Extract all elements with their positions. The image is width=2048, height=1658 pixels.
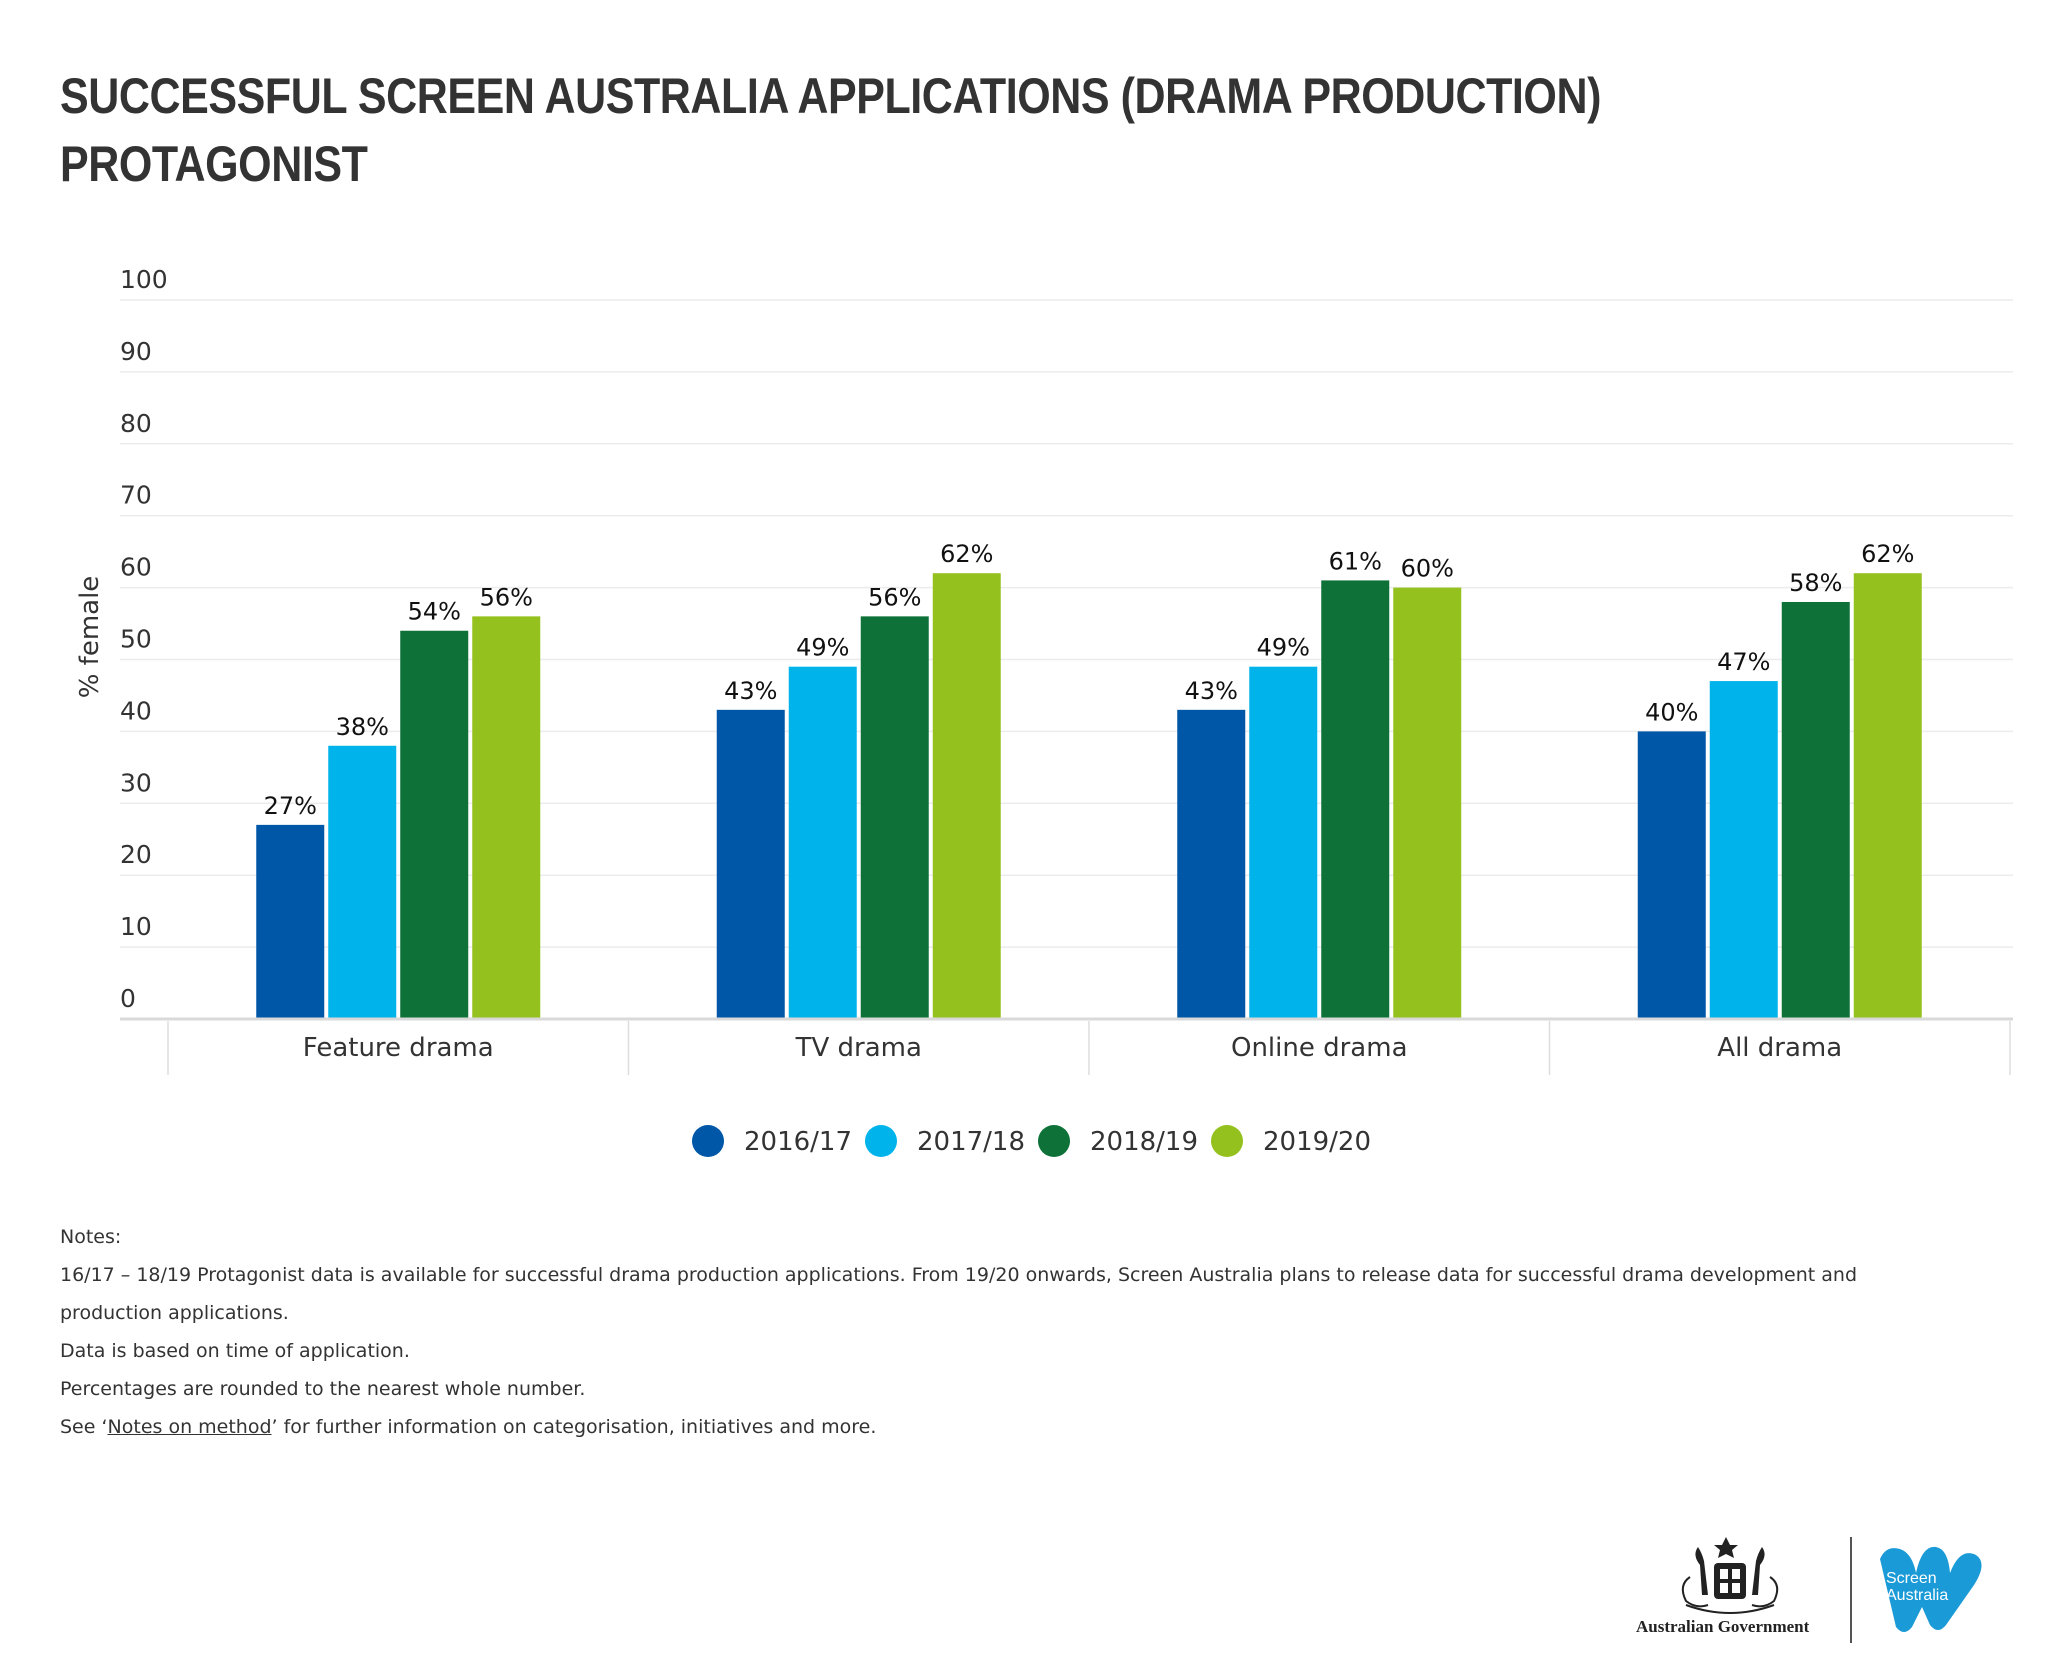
sa-wordmark-line-1: Screen [1886, 1570, 1937, 1587]
legend-swatch [1038, 1125, 1070, 1157]
bar [1709, 681, 1778, 1019]
y-tick-label: 70 [120, 481, 152, 510]
note-line-2: Data is based on time of application. [60, 1340, 410, 1362]
y-tick-label: 20 [120, 840, 152, 869]
bar [1853, 573, 1922, 1019]
bar-value-label: 62% [940, 540, 993, 568]
bar [1393, 587, 1462, 1019]
bar [472, 616, 541, 1019]
bar-value-label: 43% [724, 677, 777, 705]
bar-value-label: 61% [1329, 547, 1382, 575]
bar [932, 573, 1001, 1019]
bar-value-label: 47% [1717, 648, 1770, 676]
bar-value-label: 49% [796, 634, 849, 662]
bar-value-label: 56% [868, 583, 921, 611]
bar [400, 630, 469, 1019]
y-tick-label: 0 [120, 984, 136, 1013]
legend: 2016/17 2017/18 2018/19 2019/20 [692, 1125, 1371, 1157]
chart-title: SUCCESSFUL SCREEN AUSTRALIA APPLICATIONS… [60, 62, 1601, 198]
y-tick-label: 80 [120, 409, 152, 438]
bar-value-label: 49% [1257, 634, 1310, 662]
notes: Notes: 16/17 – 18/19 Protagonist data is… [60, 1218, 1960, 1446]
title-line-2: PROTAGONIST [60, 136, 368, 192]
bar-value-label: 43% [1185, 677, 1238, 705]
australian-government-name: Australian Government [1636, 1617, 1810, 1636]
bar [1321, 580, 1390, 1019]
bar [1637, 731, 1706, 1019]
bar [1781, 601, 1850, 1019]
legend-swatch [1211, 1125, 1243, 1157]
legend-swatch [692, 1125, 724, 1157]
legend-label: 2018/19 [1090, 1127, 1198, 1157]
y-axis-ticks: 0 10 20 30 40 50 60 70 80 90 100 [120, 265, 168, 1013]
bar-value-label: 60% [1401, 555, 1454, 583]
x-tick-label: Online drama [1231, 1033, 1408, 1063]
y-tick-label: 50 [120, 625, 152, 654]
legend-label: 2016/17 [744, 1127, 852, 1157]
y-tick-label: 60 [120, 553, 152, 582]
title-line-1: SUCCESSFUL SCREEN AUSTRALIA APPLICATIONS… [60, 68, 1601, 124]
legend-swatch [865, 1125, 897, 1157]
x-axis: Feature drama TV drama Online drama All dra… [120, 1017, 2013, 1075]
bar-value-label: 40% [1645, 698, 1698, 726]
note-line-1: 16/17 – 18/19 Protagonist data is availa… [60, 1264, 1858, 1324]
legend-label: 2019/20 [1263, 1127, 1371, 1157]
bar-chart: 0 10 20 30 40 50 60 70 80 90 100 % female 27% 38% 54… [75, 265, 2013, 1157]
australian-government-crest-icon [1681, 1537, 1779, 1614]
x-tick-label: TV drama [795, 1033, 922, 1063]
bar-value-label: 27% [264, 792, 317, 820]
x-tick-label: All drama [1717, 1033, 1842, 1063]
note-line-4-prefix: See ‘ [60, 1416, 108, 1438]
sa-wordmark-line-2: Australia [1886, 1587, 1949, 1604]
bars [256, 573, 1922, 1019]
notes-on-method-link[interactable]: Notes on method [107, 1416, 272, 1438]
note-line-3: Percentages are rounded to the nearest w… [60, 1378, 586, 1400]
notes-heading: Notes: [60, 1226, 122, 1248]
y-tick-label: 100 [120, 265, 168, 294]
y-tick-label: 30 [120, 768, 152, 797]
note-line-4-suffix: ’ for further information on categorisat… [271, 1416, 877, 1438]
bar [860, 616, 929, 1019]
legend-label: 2017/18 [917, 1127, 1025, 1157]
screen-australia-logo-icon [1880, 1546, 1982, 1632]
x-tick-label: Feature drama [303, 1033, 494, 1063]
y-axis-label: % female [75, 576, 105, 699]
bar-value-label: 54% [408, 598, 461, 626]
logo-divider [1850, 1537, 1852, 1643]
bar-value-label: 58% [1789, 569, 1842, 597]
bar [716, 709, 785, 1019]
y-tick-label: 10 [120, 912, 152, 941]
bar [256, 824, 325, 1019]
bar-value-labels: 27% 38% 54% 56% 43% 49% 56% 62% 43% 49% 61% 60% 40% 4… [264, 540, 1915, 820]
bar-value-label: 62% [1861, 540, 1914, 568]
bar [788, 666, 857, 1019]
bar [1177, 709, 1246, 1019]
bar [328, 745, 397, 1019]
y-tick-label: 40 [120, 696, 152, 725]
y-tick-label: 90 [120, 337, 152, 366]
screen-australia-wordmark: Screen Australia [1886, 1570, 1948, 1604]
bar [1249, 666, 1318, 1019]
bar-value-label: 38% [336, 713, 389, 741]
note-line-4: See ‘Notes on method’ for further inform… [60, 1408, 1960, 1446]
bar-value-label: 56% [480, 583, 533, 611]
